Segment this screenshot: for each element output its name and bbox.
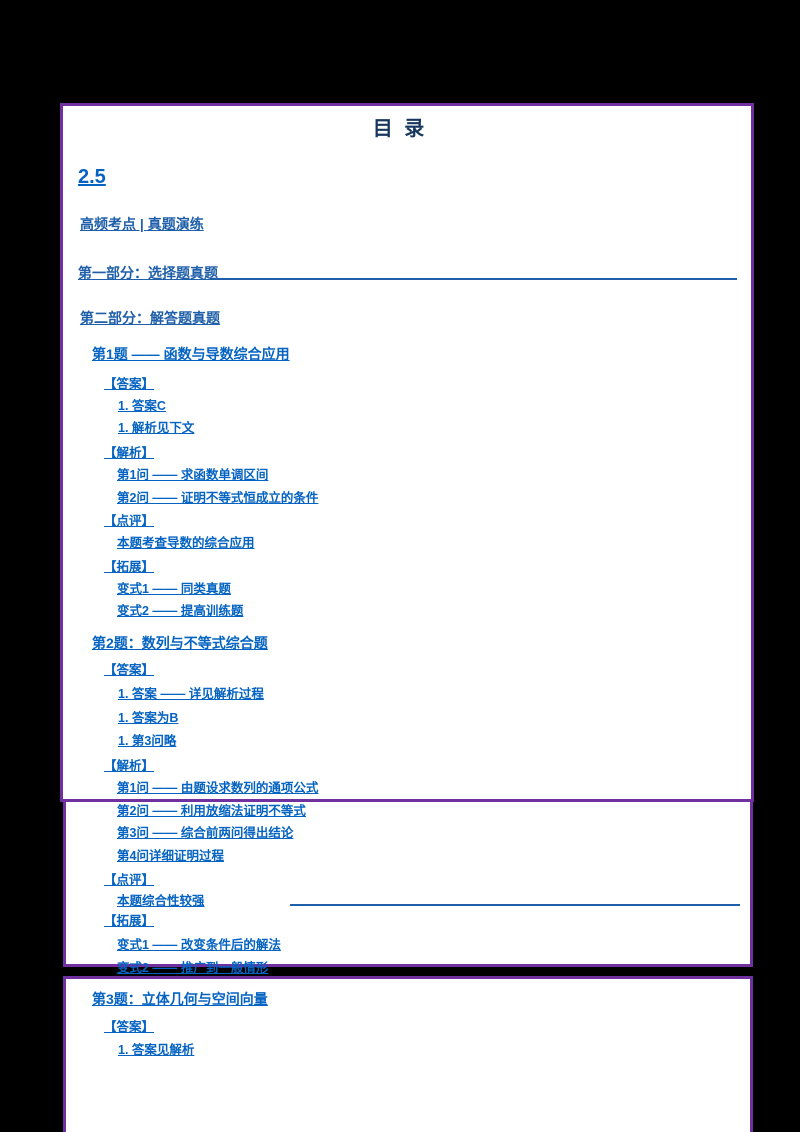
toc-group-label[interactable]: 【答案】 <box>104 663 155 677</box>
toc-entry-link[interactable]: 第2问 —— 利用放缩法证明不等式 <box>117 804 306 818</box>
toc-entry-link[interactable]: 第4问详细证明过程 <box>117 849 224 863</box>
page-border-2 <box>63 799 753 967</box>
toc-section-heading[interactable]: 第1题 —— 函数与导数综合应用 <box>92 346 290 362</box>
toc-group-label[interactable]: 【拓展】 <box>104 560 155 574</box>
toc-section-heading[interactable]: 第3题：立体几何与空间向量 <box>92 991 268 1007</box>
page-border-3 <box>63 976 753 1132</box>
toc-entry-link[interactable]: 1. 答案C <box>118 399 166 413</box>
doc-title: 目 录 <box>372 118 428 140</box>
page-border-1 <box>60 103 754 802</box>
toc-entry-link[interactable]: 1. 答案为B <box>118 711 179 725</box>
toc-entry-link[interactable]: 1. 解析见下文 <box>118 421 195 435</box>
toc-entry-link[interactable]: 本题考查导数的综合应用 <box>117 536 255 550</box>
toc-heading[interactable]: 第二部分：解答题真题 <box>80 310 220 326</box>
toc-entry-link[interactable]: 1. 答案见解析 <box>118 1043 195 1057</box>
toc-entry-link[interactable]: 第1问 —— 求函数单调区间 <box>117 468 269 482</box>
toc-rule-line <box>290 904 740 906</box>
toc-entry-link[interactable]: 变式1 —— 同类真题 <box>117 582 231 596</box>
toc-heading[interactable]: 第一部分：选择题真题 <box>78 265 218 281</box>
toc-entry-link[interactable]: 1. 第3问略 <box>118 734 177 748</box>
toc-group-label[interactable]: 【答案】 <box>104 1020 155 1034</box>
toc-entry-link[interactable]: 变式1 —— 改变条件后的解法 <box>117 938 281 952</box>
toc-heading[interactable]: 高频考点 | 真题演练 <box>80 216 204 232</box>
toc-section-heading[interactable]: 第2题：数列与不等式综合题 <box>92 635 268 651</box>
toc-group-label[interactable]: 【答案】 <box>104 377 155 391</box>
toc-entry-link[interactable]: 第2问 —— 证明不等式恒成立的条件 <box>117 491 319 505</box>
toc-entry-link[interactable]: 第3问 —— 综合前两问得出结论 <box>117 826 294 840</box>
toc-group-label[interactable]: 【点评】 <box>104 873 155 887</box>
toc-entry-link[interactable]: 本题综合性较强 <box>117 894 205 908</box>
chapter-link[interactable]: 2.5 <box>78 166 106 188</box>
toc-entry-link[interactable]: 变式2 —— 提高训练题 <box>117 604 244 618</box>
toc-group-label[interactable]: 【解析】 <box>104 759 155 773</box>
toc-entry-link[interactable]: 第1问 —— 由题设求数列的通项公式 <box>117 781 319 795</box>
toc-entry-link[interactable]: 变式2 —— 推广到一般情形 <box>117 961 269 975</box>
toc-entry-link[interactable]: 1. 答案 —— 详见解析过程 <box>118 687 264 701</box>
toc-group-label[interactable]: 【拓展】 <box>104 914 155 928</box>
toc-rule-line <box>216 278 737 280</box>
toc-group-label[interactable]: 【点评】 <box>104 514 155 528</box>
toc-group-label[interactable]: 【解析】 <box>104 446 155 460</box>
